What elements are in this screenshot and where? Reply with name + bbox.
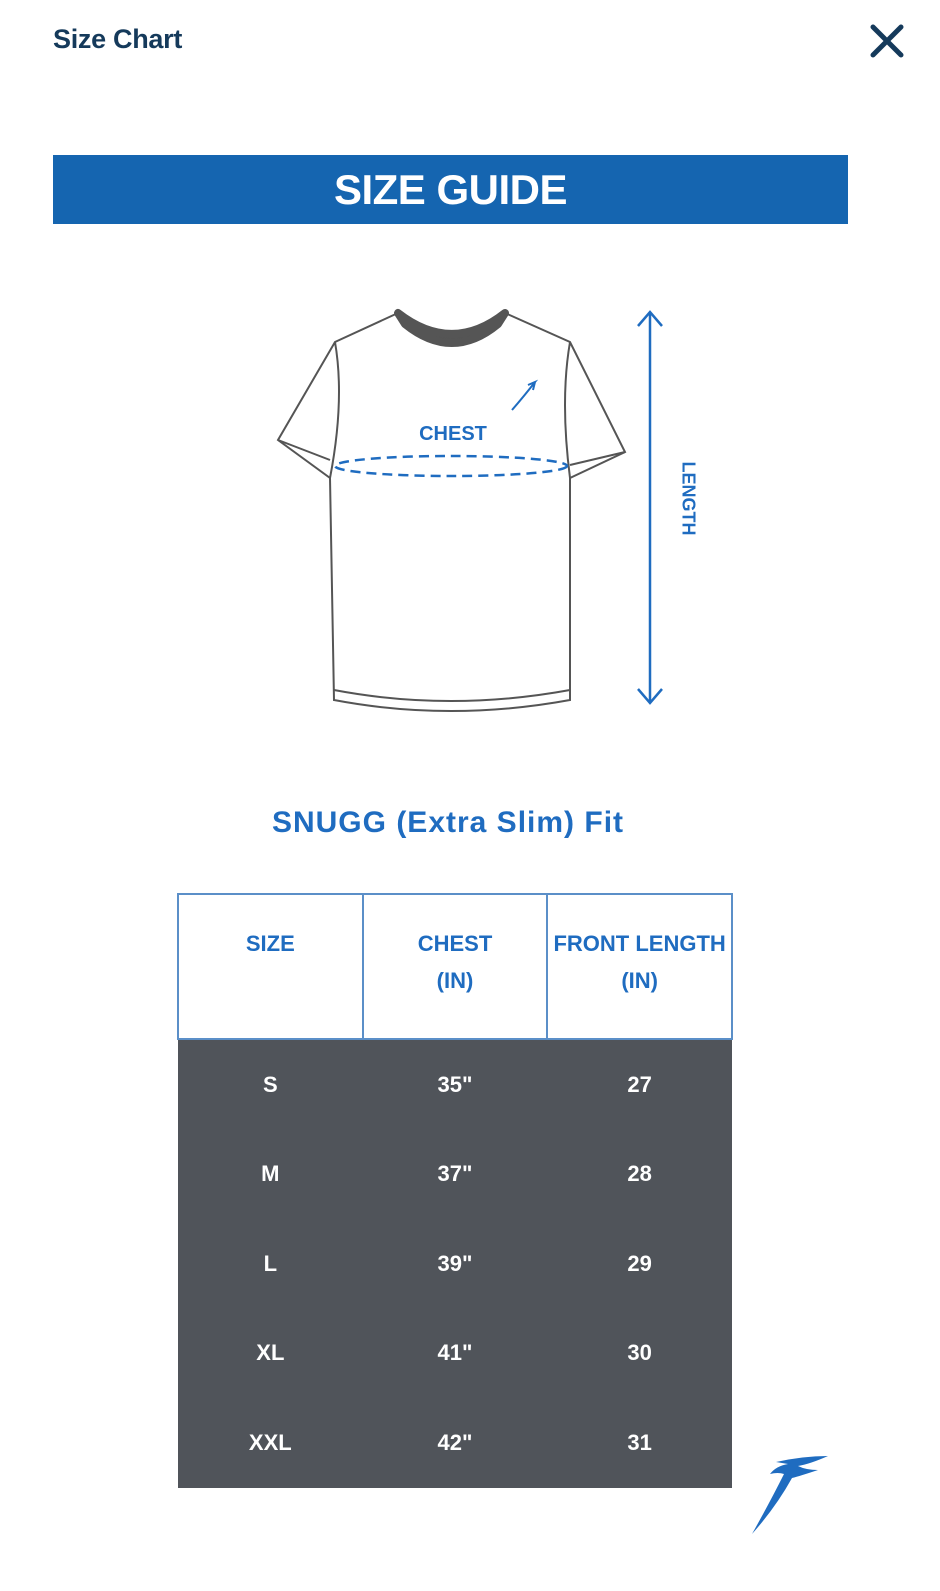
header-size: SIZE — [177, 893, 364, 1040]
table-row: L 39" 29 — [178, 1219, 732, 1309]
close-icon[interactable] — [866, 20, 908, 62]
header-label: FRONT LENGTH — [553, 931, 726, 956]
table-header-row: SIZE CHEST (IN) FRONT LENGTH (IN) — [177, 893, 733, 1040]
chest-cell: 37" — [362, 1129, 548, 1219]
header-label: SIZE — [245, 931, 295, 956]
size-cell: S — [178, 1039, 363, 1130]
length-cell: 30 — [547, 1308, 732, 1398]
size-cell: L — [178, 1219, 363, 1309]
length-arrow-icon — [637, 310, 663, 705]
length-cell: 27 — [547, 1039, 732, 1130]
fit-title: SNUGG (Extra Slim) Fit — [271, 806, 625, 839]
chest-cell: 42" — [362, 1398, 548, 1488]
brand-mark-icon — [511, 379, 539, 411]
chest-cell: 41" — [362, 1308, 548, 1398]
table-row: XXL 42" 31 — [178, 1398, 732, 1488]
length-cell: 28 — [547, 1129, 732, 1219]
size-cell: XL — [178, 1308, 363, 1398]
chest-label: CHEST — [419, 423, 487, 445]
chest-cell: 39" — [362, 1219, 548, 1309]
length-cell: 29 — [547, 1219, 732, 1309]
header-label: CHEST — [417, 931, 493, 956]
size-cell: M — [178, 1129, 363, 1219]
chest-cell: 35" — [362, 1039, 548, 1130]
tshirt-diagram — [260, 295, 720, 735]
chest-measure-line — [333, 454, 569, 478]
table-row: S 35" 27 — [178, 1039, 732, 1130]
size-guide-banner: SIZE GUIDE — [53, 155, 848, 224]
length-label: LENGTH — [678, 461, 699, 536]
length-cell: 31 — [547, 1398, 732, 1488]
modal-title: Size Chart — [53, 24, 183, 54]
size-cell: XXL — [178, 1398, 363, 1488]
header-chest: CHEST (IN) — [361, 893, 549, 1040]
table-row: XL 41" 30 — [178, 1308, 732, 1398]
header-unit: (IN) — [436, 968, 474, 993]
brand-logo-icon — [748, 1452, 833, 1537]
header-front-length: FRONT LENGTH (IN) — [546, 893, 733, 1040]
size-table: SIZE CHEST (IN) FRONT LENGTH (IN) S 35" 27 M… — [177, 893, 733, 1488]
table-row: M 37" 28 — [178, 1129, 732, 1219]
header-unit: (IN) — [621, 968, 658, 993]
